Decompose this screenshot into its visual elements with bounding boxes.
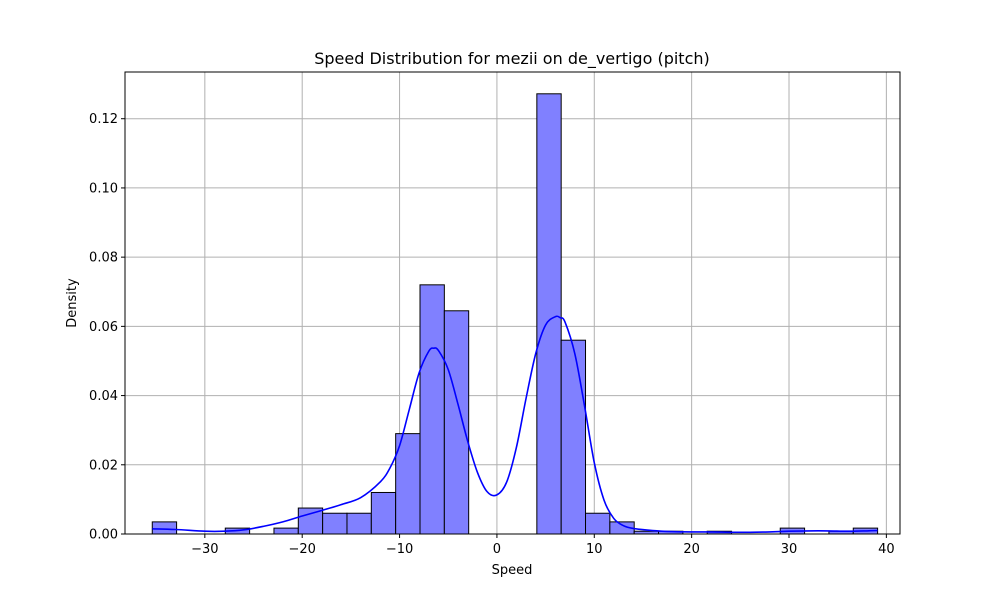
histogram-bar <box>151 521 178 535</box>
kde-curve <box>152 315 878 534</box>
x-tick-label: 30 <box>781 542 798 557</box>
histogram-bars <box>151 93 879 535</box>
histogram-bar <box>536 93 562 535</box>
x-tick-label: −10 <box>386 542 413 557</box>
histogram-bar <box>585 512 611 535</box>
histogram-bar <box>419 284 445 535</box>
y-tick-label: 0.04 <box>89 389 118 404</box>
plot-frame <box>124 71 901 535</box>
y-tick-label: 0.10 <box>89 181 118 196</box>
chart-title: Speed Distribution for mezii on de_verti… <box>314 49 710 69</box>
histogram-bar <box>370 491 397 535</box>
histogram-bar <box>346 512 372 535</box>
y-axis-label: Density <box>65 278 80 328</box>
x-tick-label: 20 <box>683 542 700 557</box>
histogram-bar <box>560 339 587 535</box>
x-tick-label: 10 <box>586 542 603 557</box>
x-tick-label: −30 <box>191 542 218 557</box>
x-tick-label: 0 <box>493 542 501 557</box>
histogram-bar <box>273 527 299 535</box>
y-tick-label: 0.06 <box>89 320 118 335</box>
x-axis-ticks: −30 −20 −10 0 10 20 30 40 <box>191 534 895 557</box>
x-tick-label: 40 <box>878 542 895 557</box>
histogram-bar <box>395 433 421 535</box>
y-tick-label: 0.00 <box>89 528 118 543</box>
y-axis-ticks: 0.00 0.02 0.04 0.06 0.08 0.10 0.12 <box>89 112 125 543</box>
x-tick-label: −20 <box>288 542 315 557</box>
y-tick-label: 0.12 <box>89 112 118 127</box>
grid <box>125 72 900 535</box>
histogram-bar <box>443 310 470 535</box>
y-tick-label: 0.02 <box>89 458 118 473</box>
x-axis-label: Speed <box>492 563 533 578</box>
y-tick-label: 0.08 <box>89 251 118 266</box>
histogram-bar <box>322 512 348 535</box>
